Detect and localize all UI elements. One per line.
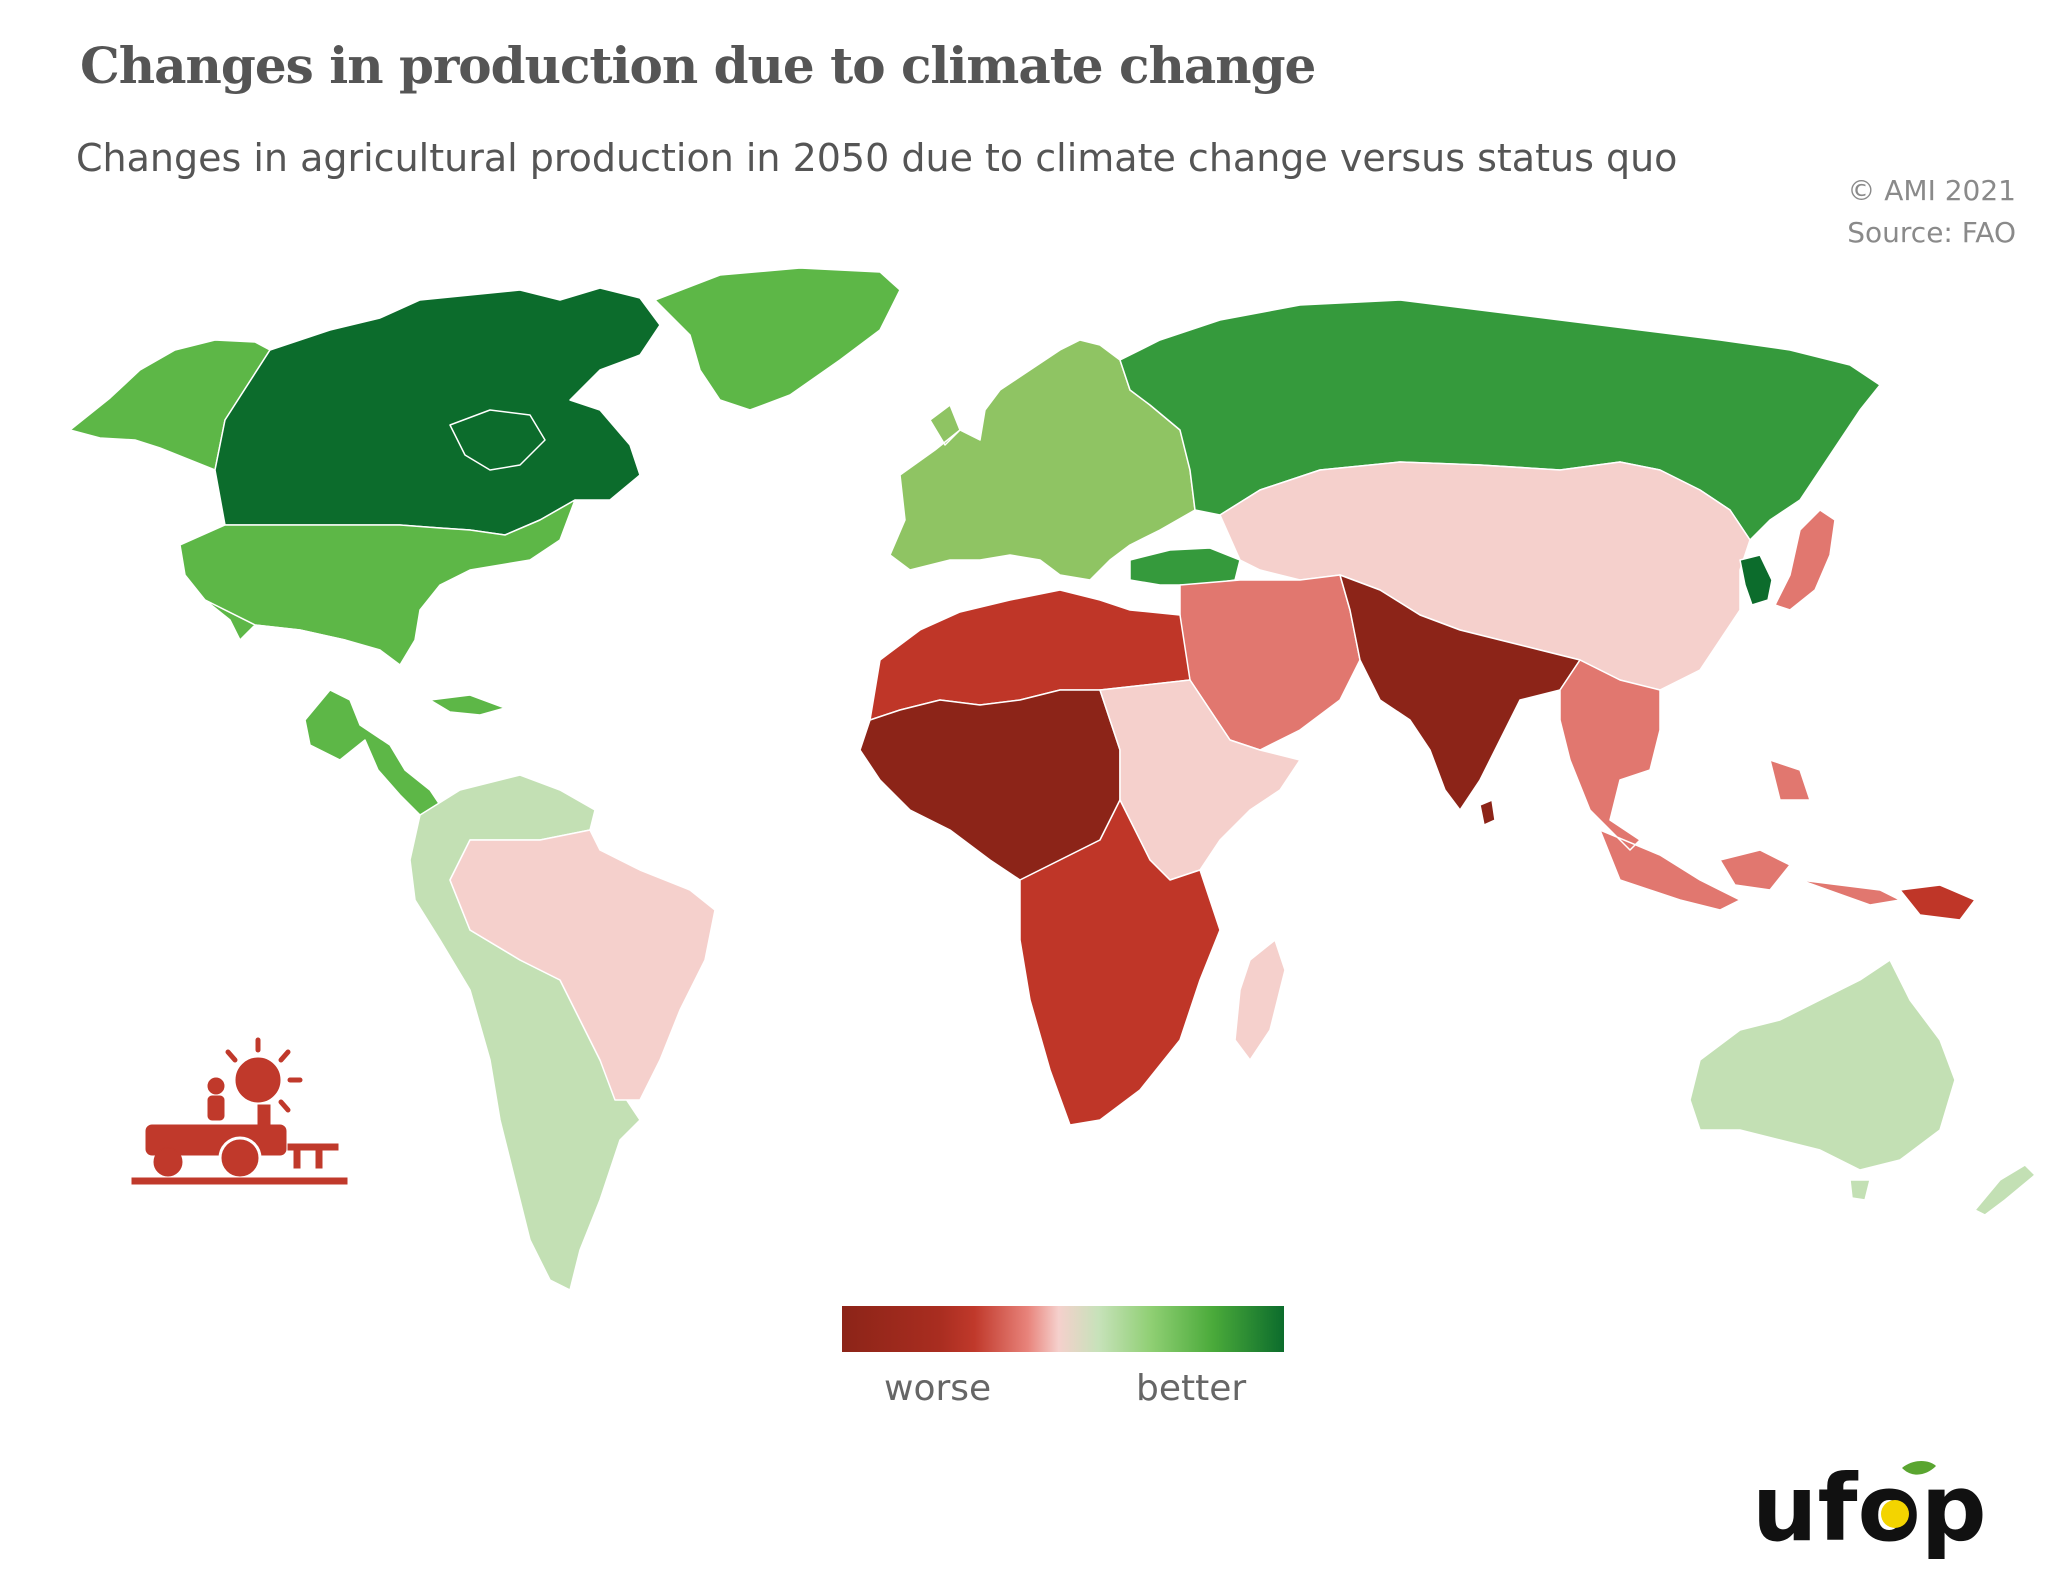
region-new-zealand <box>1974 1164 2036 1216</box>
region-southeast-asia <box>1559 659 1901 911</box>
source-text: Source: FAO <box>1847 216 2016 249</box>
region-india-pakistan <box>1339 574 1581 826</box>
region-korea <box>1739 554 1773 606</box>
region-madagascar <box>1234 939 1286 1061</box>
region-south-america-west-south <box>409 774 641 1291</box>
region-japan <box>1774 509 1836 611</box>
credit-block: © AMI 2021 Source: FAO <box>1847 170 2016 254</box>
region-turkey <box>1129 547 1241 586</box>
legend-better-label: better <box>1136 1368 1247 1409</box>
page-title: Changes in production due to climate cha… <box>80 36 1316 95</box>
ufop-logo: ufop <box>1752 1456 1987 1562</box>
farmer-tractor-sun-icon <box>131 1037 348 1185</box>
legend-gradient <box>842 1306 1284 1352</box>
region-canada <box>214 287 661 536</box>
page-subtitle: Changes in agricultural production in 20… <box>76 136 1678 180</box>
logo-text: ufop <box>1752 1456 1987 1562</box>
region-australia <box>1689 959 1956 1201</box>
logo-yellow-dot <box>1881 1500 1909 1528</box>
region-greenland <box>654 267 901 411</box>
logo-leaf-icon <box>1902 1461 1936 1475</box>
region-russia <box>1119 299 1881 541</box>
region-papua-new-guinea <box>1899 884 1976 921</box>
region-southern-africa <box>1019 799 1221 1126</box>
region-brazil <box>449 829 716 1101</box>
copyright-text: © AMI 2021 <box>1847 174 2016 207</box>
legend-worse-label: worse <box>884 1368 992 1409</box>
